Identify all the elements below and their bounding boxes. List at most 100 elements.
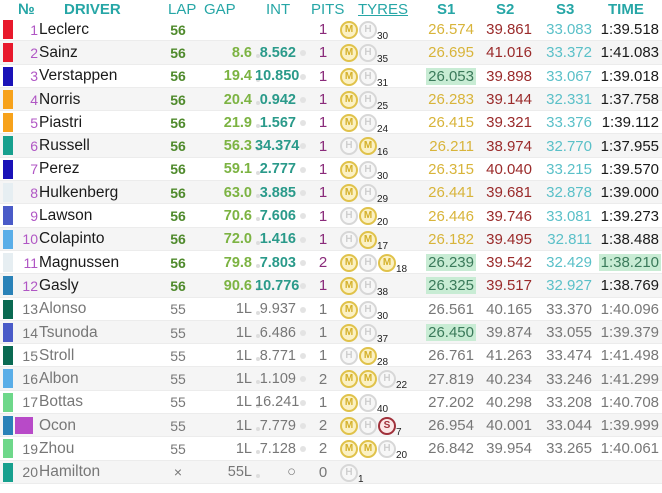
interval-indicator-icon [300, 213, 306, 220]
table-row[interactable]: 5 Piastri 56 21.9 1.567 1 M H 24 26.415 39… [0, 111, 662, 135]
driver-name[interactable]: Colapinto [39, 230, 105, 248]
driver-name[interactable]: Bottas [39, 393, 83, 411]
driver-name[interactable]: Lawson [39, 207, 93, 225]
interval-indicator-icon [300, 353, 306, 360]
table-row[interactable]: 12 Gasly 56 90.6 10.776 1 M H 38 26.325 39… [0, 274, 662, 298]
driver-name[interactable]: Zhou [39, 439, 75, 457]
table-row[interactable]: 19 Zhou 55 1L 7.128 2 M M H 20 26.842 39.95… [0, 437, 662, 461]
position: 18 [15, 417, 33, 435]
gap-value: 19.4 [223, 68, 252, 85]
pit-count: 1 [318, 160, 328, 178]
sector-1-value: 26.182 [428, 230, 474, 248]
table-row[interactable]: 1 Leclerc 56 1 M H 30 26.574 39.861 33.083… [0, 18, 662, 42]
sector-3-time: 33.083 [546, 21, 592, 39]
position: 14 [22, 324, 38, 341]
sector-1-time: 26.574 [416, 21, 474, 38]
driver-name[interactable]: Gasly [39, 276, 79, 294]
header-s2[interactable]: S2 [496, 0, 515, 18]
interval-indicator-icon [300, 259, 306, 266]
table-row[interactable]: 2 Sainz 56 8.6 8.562 1 M H 35 26.695 41.01… [0, 41, 662, 65]
driver-name[interactable]: Magnussen [39, 253, 120, 271]
driver-name[interactable]: Ocon [39, 416, 77, 434]
gap-trend-icon [256, 473, 260, 478]
driver-name[interactable]: Alonso [39, 300, 87, 318]
header-s1[interactable]: S1 [437, 0, 456, 18]
row-divider [0, 413, 662, 415]
gap-value: 1L [235, 417, 252, 434]
lap-time: 1:39.273 [594, 208, 659, 225]
sector-1-value: 26.842 [428, 440, 474, 458]
row-divider [0, 156, 662, 158]
sector-1-time: 26.415 [416, 114, 474, 131]
driver-name[interactable]: Stroll [39, 346, 75, 364]
header-tyres[interactable]: TYRES [358, 0, 409, 18]
sector-3-time: 32.878 [546, 184, 592, 202]
lap-time: 1:39.000 [594, 184, 659, 201]
driver-name[interactable]: Hulkenberg [39, 183, 119, 201]
table-row[interactable]: 15 Stroll 55 1L 8.771 1 H M 28 26.761 41.2… [0, 344, 662, 368]
table-row[interactable]: 16 Albon 55 1L 1.109 2 M M H 22 27.819 40.2… [0, 367, 662, 391]
lap-time: 1:38.488 [594, 231, 659, 248]
interval-indicator-icon [300, 423, 306, 430]
tyre-hard-icon: H [359, 277, 377, 296]
position: 19 [22, 440, 38, 457]
gap-trend-icon [256, 287, 260, 292]
table-row[interactable]: 10 Colapinto 56 72.0 1.416 1 H M 17 26.182… [0, 227, 662, 252]
sector-2-time: 39.542 [486, 254, 532, 272]
pit-count: 2 [318, 370, 328, 388]
table-row[interactable]: 4 Norris 56 20.4 0.942 1 M H 25 26.283 39.… [0, 87, 662, 112]
driver-name[interactable]: Leclerc [39, 20, 89, 38]
sector-1-time: 26.842 [416, 440, 474, 457]
driver-name[interactable]: Perez [39, 160, 80, 178]
team-color-marker [3, 416, 13, 436]
table-row[interactable]: 6 Russell 56 56.3 34.374 1 H M 16 26.211 3… [0, 134, 662, 158]
table-row[interactable]: 11 Magnussen 56 79.8 7.803 2 M H M 18 26.23… [0, 250, 662, 275]
sector-3-time: 33.044 [546, 417, 592, 435]
driver-name[interactable]: Hamilton [39, 463, 101, 481]
tyre-medium-icon: M [359, 207, 377, 226]
header-lap[interactable]: LAP [168, 0, 197, 18]
lap-time: 1:40.096 [594, 301, 659, 318]
driver-name[interactable]: Russell [39, 137, 90, 155]
sector-3-time: 33.376 [546, 114, 592, 132]
table-row[interactable]: 7 Perez 56 59.1 2.777 1 M H 30 26.315 40.0… [0, 157, 662, 182]
tyre-history: M H 30 [340, 160, 388, 182]
header-int[interactable]: INT [266, 0, 291, 18]
header-pits[interactable]: PITS [311, 0, 345, 18]
sector-2-time: 40.001 [486, 417, 532, 435]
sector-1-value: 26.761 [428, 347, 474, 365]
driver-name[interactable]: Piastri [39, 113, 83, 131]
row-divider [0, 296, 662, 298]
lap-time-value: 1:40.708 [600, 393, 659, 411]
driver-name[interactable]: Norris [39, 90, 81, 108]
interval-value: 0.942 [259, 91, 296, 108]
driver-name[interactable]: Albon [39, 370, 79, 388]
header-no[interactable]: № [18, 0, 35, 18]
table-row[interactable]: 13 Alonso 55 1L 9.937 1 M H 30 26.561 40.1… [0, 297, 662, 322]
sector-2-time: 40.234 [486, 370, 532, 388]
tyre-medium-icon: M [340, 440, 358, 459]
tyre-age: 30 [377, 31, 389, 42]
header-s3[interactable]: S3 [556, 0, 575, 18]
position: 16 [22, 371, 38, 388]
header-time[interactable]: TIME [608, 0, 644, 18]
table-row[interactable]: 14 Tsunoda 55 1L 6.486 1 M H 37 26.450 39.… [0, 320, 662, 345]
gap-value: 1L [235, 440, 252, 457]
table-row[interactable]: 17 Bottas 55 1L 16.241 1 M H 40 27.202 40.… [0, 390, 662, 415]
driver-name[interactable]: Sainz [39, 43, 78, 61]
driver-name[interactable]: Tsunoda [39, 323, 98, 341]
table-row[interactable]: 3 Verstappen 56 19.4 10.850 1 M H 31 26.05… [0, 64, 662, 89]
header-driver[interactable]: DRIVER [64, 0, 121, 18]
lap-time: 1:38.210 [594, 254, 661, 272]
table-row[interactable]: 8 Hulkenberg 56 63.0 3.885 1 M H 29 26.441… [0, 181, 662, 205]
position: 5 [30, 114, 38, 131]
interval-value: 34.374 [255, 138, 300, 155]
gap-trend-icon [256, 54, 260, 59]
header-gap[interactable]: GAP [204, 0, 236, 18]
table-row[interactable]: 9 Lawson 56 70.6 7.606 1 H M 20 26.446 39.… [0, 204, 662, 228]
sector-1-value: 27.202 [428, 393, 474, 411]
pit-count: 1 [318, 393, 328, 411]
driver-name[interactable]: Verstappen [39, 67, 118, 85]
